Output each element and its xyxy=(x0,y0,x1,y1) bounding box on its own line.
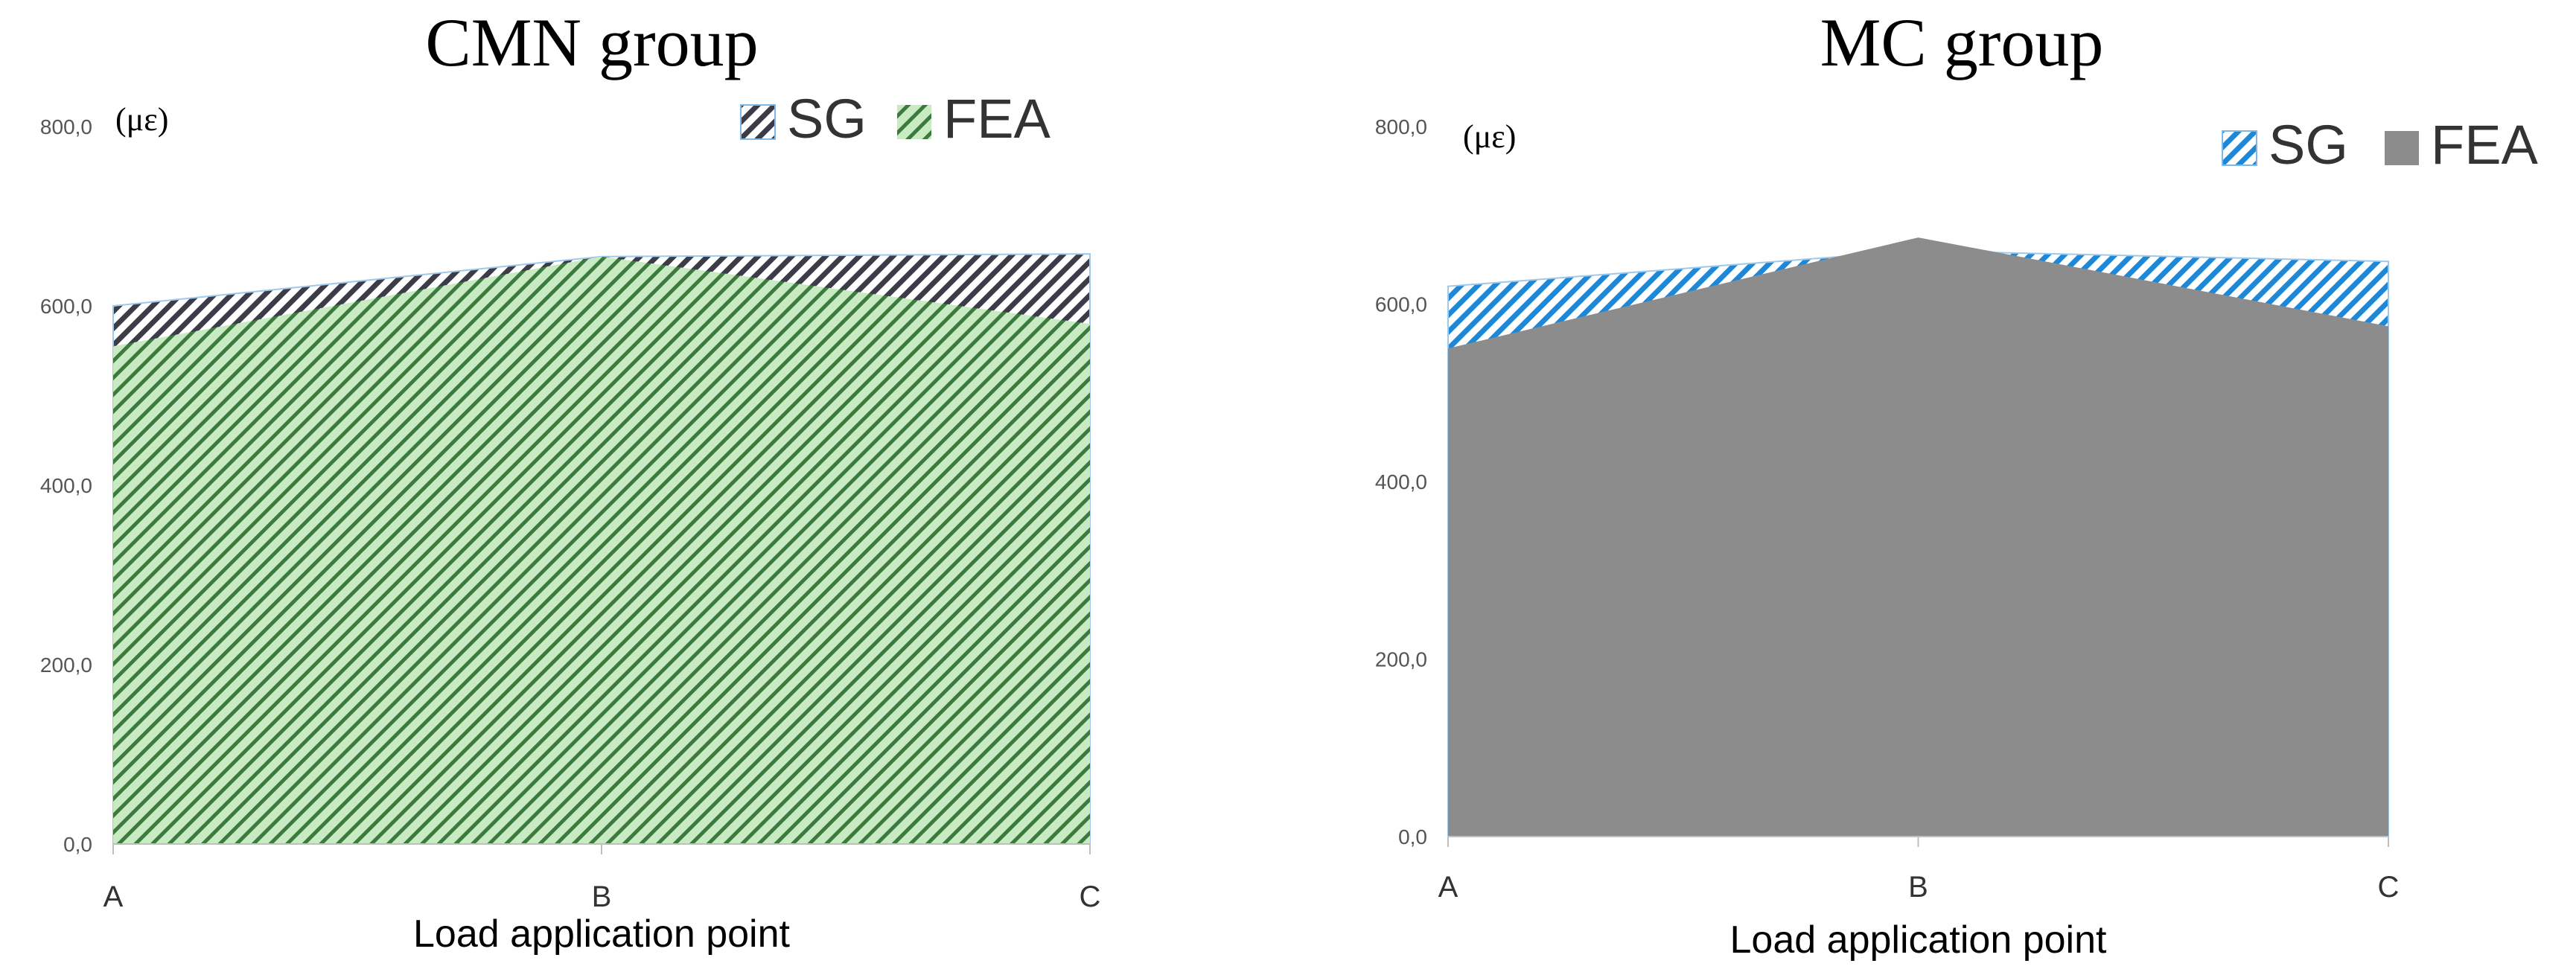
y-tick-label: 800,0 xyxy=(40,115,92,138)
x-tick-label: B xyxy=(592,880,612,913)
y-tick-label: 0,0 xyxy=(63,833,92,856)
x-tick-label: B xyxy=(1908,871,1928,904)
unit-label: (με) xyxy=(115,101,168,138)
legend-label: SG xyxy=(787,88,867,150)
legend-swatch xyxy=(740,104,776,140)
unit-label: (με) xyxy=(1463,118,1516,155)
x-tick-label: A xyxy=(103,880,124,913)
x-axis-title: Load application point xyxy=(413,912,791,956)
x-tick-label: C xyxy=(1080,880,1101,913)
legend-item-sg: SG xyxy=(740,88,867,150)
y-tick-label: 800,0 xyxy=(1375,115,1427,138)
y-tick-label: 400,0 xyxy=(1375,470,1427,493)
x-axis-title: Load application point xyxy=(1730,918,2108,962)
legend-label: FEA xyxy=(2431,114,2539,176)
legend-swatch xyxy=(2222,130,2257,166)
y-tick-label: 600,0 xyxy=(40,295,92,318)
x-tick-label: A xyxy=(1438,871,1458,904)
area-series-fea xyxy=(113,256,1090,845)
chart-title: CMN group xyxy=(425,4,758,80)
area-series-fea xyxy=(1448,237,2388,837)
chart-panel-mc: MC group (με) 0,0 200,0 400,0 600,0 800,0 A B C Lo… xyxy=(1288,0,2576,975)
legend-label: SG xyxy=(2269,114,2348,176)
legend-swatch xyxy=(897,105,931,139)
y-tick-label: 200,0 xyxy=(40,653,92,677)
legend-swatch xyxy=(2385,131,2419,165)
chart-cmn-group: CMN group (με) 0,0 200,0 400,0 600,0 800,0 A B C L… xyxy=(40,4,1101,956)
chart-panel-cmn: CMN group (με) 0,0 200,0 400,0 600,0 800,0 A B C L… xyxy=(40,4,1101,956)
y-tick-label: 400,0 xyxy=(40,474,92,497)
y-tick-label: 600,0 xyxy=(1375,293,1427,316)
legend-item-fea: FEA xyxy=(2385,114,2539,176)
y-tick-label: 200,0 xyxy=(1375,648,1427,671)
x-tick-label: C xyxy=(2378,871,2400,904)
legend-item-sg: SG xyxy=(2222,114,2348,176)
chart-title: MC group xyxy=(1820,4,2104,80)
chart-mc-group: MC group (με) 0,0 200,0 400,0 600,0 800,0 A B C Lo… xyxy=(1375,4,2539,962)
legend-item-fea: FEA xyxy=(897,88,1051,150)
y-tick-label: 0,0 xyxy=(1398,825,1427,848)
legend-label: FEA xyxy=(943,88,1051,150)
